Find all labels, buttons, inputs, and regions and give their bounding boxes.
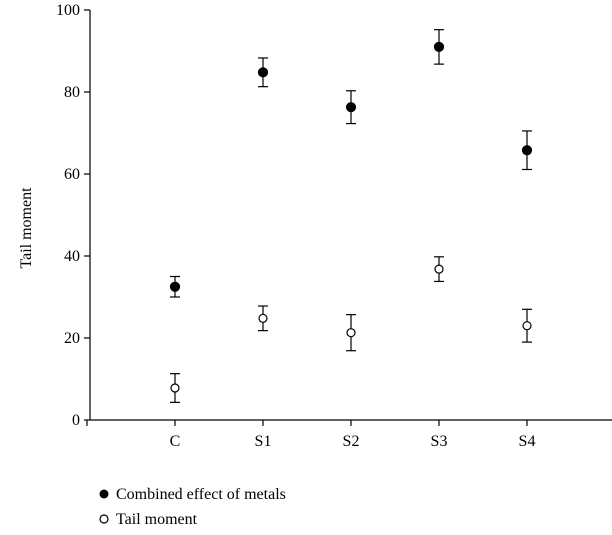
series-layer [169, 29, 533, 403]
x-tick-label: S3 [431, 433, 448, 450]
data-point [521, 145, 533, 156]
data-point [345, 102, 357, 113]
axes [89, 10, 612, 421]
y-tick-label: 0 [72, 412, 80, 429]
data-point [257, 67, 269, 78]
data-point [346, 328, 356, 338]
data-point [258, 313, 268, 323]
legend-item-combined: Combined effect of metals [99, 486, 286, 503]
legend-item-tail: Tail moment [99, 511, 198, 528]
legend-marker-tail [99, 514, 109, 524]
x-tick-label: C [170, 433, 181, 450]
y-ticks: 0 20 40 60 80 100 [56, 2, 90, 429]
y-tick-label: 40 [64, 248, 80, 265]
x-tick-label: S2 [343, 433, 360, 450]
y-tick-label: 60 [64, 166, 80, 183]
y-tick-label: 20 [64, 330, 80, 347]
x-tick-label: S4 [519, 433, 536, 450]
series-tail [170, 256, 532, 403]
x-ticks: C S1 S2 S3 S4 [86, 420, 536, 450]
data-point [433, 41, 445, 53]
y-tick-label: 100 [56, 2, 80, 19]
data-point [434, 264, 444, 274]
legend: Combined effect of metals Tail moment [99, 486, 286, 528]
legend-marker-combined [99, 489, 109, 499]
x-tick-label: S1 [255, 433, 272, 450]
legend-label-combined: Combined effect of metals [116, 486, 286, 503]
data-point [522, 321, 532, 331]
y-axis-label: Tail moment [18, 187, 35, 269]
data-point [170, 383, 180, 393]
series-combined [169, 29, 533, 298]
data-point [169, 281, 181, 292]
legend-label-tail: Tail moment [116, 511, 198, 528]
y-tick-label: 80 [64, 84, 80, 101]
